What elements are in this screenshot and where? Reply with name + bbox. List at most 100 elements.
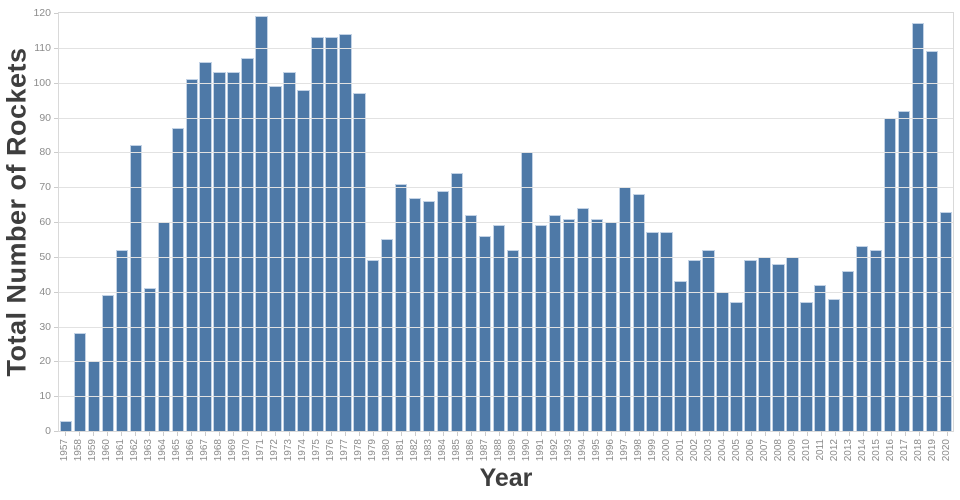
x-tick-label-1986: 1986	[465, 439, 476, 462]
y-tick-mark-110	[54, 47, 58, 49]
bar-1975	[311, 37, 324, 431]
x-tick-mark-1959	[93, 432, 94, 436]
x-tick-label-1968: 1968	[213, 439, 224, 462]
x-tick-label-2020: 2020	[941, 439, 952, 462]
x-tick-cell-2010: 2010	[800, 432, 814, 469]
x-tick-mark-2017	[905, 432, 906, 436]
x-tick-cell-1959: 1959	[86, 432, 100, 469]
gridline-20	[59, 361, 953, 363]
x-tick-cell-1961: 1961	[114, 432, 128, 469]
y-tick-mark-100	[54, 82, 58, 84]
x-tick-cell-1990: 1990	[520, 432, 534, 469]
x-tick-cell-2005: 2005	[730, 432, 744, 469]
y-tick-label-90: 90	[39, 111, 51, 124]
x-tick-cell-1977: 1977	[338, 432, 352, 469]
x-tick-mark-1981	[401, 432, 402, 436]
x-tick-cell-1975: 1975	[310, 432, 324, 469]
x-tick-cell-1982: 1982	[408, 432, 422, 469]
x-tick-mark-1971	[261, 432, 262, 436]
x-tick-cell-2009: 2009	[786, 432, 800, 469]
x-tick-mark-1997	[625, 432, 626, 436]
bar-1995	[590, 218, 603, 431]
x-tick-cell-1987: 1987	[478, 432, 492, 469]
x-tick-label-2015: 2015	[871, 439, 882, 462]
x-tick-label-2017: 2017	[899, 439, 910, 462]
bar-2001	[674, 281, 687, 431]
x-tick-mark-1998	[639, 432, 640, 436]
x-tick-mark-2019	[933, 432, 934, 436]
x-tick-label-1985: 1985	[451, 439, 462, 462]
gridline-60	[59, 222, 953, 223]
gridline-100	[59, 82, 953, 84]
bar-2005	[730, 302, 743, 431]
x-tick-label-2000: 2000	[661, 439, 672, 462]
gridline-50	[59, 256, 953, 258]
x-tick-cell-2012: 2012	[828, 432, 842, 469]
x-tick-mark-1960	[107, 432, 108, 436]
bar-1967	[199, 61, 212, 431]
x-tick-label-1988: 1988	[493, 439, 504, 462]
x-tick-label-1969: 1969	[227, 439, 238, 462]
x-tick-mark-2009	[793, 432, 794, 436]
bar-2009	[786, 256, 799, 431]
x-tick-cell-1963: 1963	[142, 432, 156, 469]
x-tick-mark-1985	[457, 432, 458, 436]
x-tick-cell-1966: 1966	[184, 432, 198, 469]
x-tick-mark-2014	[863, 432, 864, 436]
x-tick-cell-1960: 1960	[100, 432, 114, 469]
bar-1983	[422, 201, 436, 431]
bar-1973	[283, 72, 296, 431]
y-tick-mark-120	[54, 13, 58, 14]
bar-2002	[688, 260, 701, 431]
x-tick-cell-1985: 1985	[450, 432, 464, 469]
y-tick-mark-30	[54, 326, 58, 328]
x-tick-label-2007: 2007	[759, 439, 770, 462]
x-tick-label-2014: 2014	[857, 439, 868, 462]
x-tick-label-1984: 1984	[437, 439, 448, 462]
x-tick-label-1999: 1999	[647, 439, 658, 462]
x-tick-cell-1965: 1965	[170, 432, 184, 469]
bar-1982	[409, 197, 422, 431]
x-tick-cell-2017: 2017	[898, 432, 912, 469]
x-tick-label-2001: 2001	[675, 439, 686, 462]
x-tick-label-2011: 2011	[815, 439, 826, 461]
bar-2011	[814, 284, 827, 431]
x-tick-cell-1991: 1991	[534, 432, 548, 469]
bar-1993	[562, 218, 576, 431]
x-tick-mark-1976	[331, 432, 332, 436]
x-tick-cell-2002: 2002	[688, 432, 702, 469]
bar-2017	[897, 110, 911, 431]
x-tick-cell-1974: 1974	[296, 432, 310, 469]
x-tick-label-2005: 2005	[731, 439, 742, 462]
x-tick-cell-2001: 2001	[674, 432, 688, 469]
bar-1985	[450, 173, 464, 431]
x-tick-label-2004: 2004	[717, 439, 728, 462]
x-tick-label-1980: 1980	[381, 439, 392, 462]
x-tick-label-2018: 2018	[913, 439, 924, 462]
x-tick-label-1973: 1973	[283, 439, 294, 462]
bar-1960	[101, 295, 115, 431]
x-tick-mark-1999	[653, 432, 654, 436]
x-tick-label-1977: 1977	[339, 439, 350, 462]
plot-area: 0 10 20 30 40 50 60 70 80 90 100 110 120	[33, 7, 954, 437]
gridline-70	[59, 187, 953, 189]
bar-1989	[506, 249, 520, 431]
x-tick-mark-1975	[317, 432, 318, 436]
y-tick-label-50: 50	[39, 250, 51, 263]
x-tick-cell-1986: 1986	[464, 432, 478, 469]
x-tick-mark-1983	[429, 432, 430, 436]
x-tick-label-1998: 1998	[633, 439, 644, 462]
x-tick-cell-1973: 1973	[282, 432, 296, 469]
x-tick-cell-1962: 1962	[128, 432, 142, 469]
x-axis-title: Year	[479, 464, 533, 492]
x-axis-tick-labels: 1957 1958 1959 1960 1961 1962 1963 1964 1965 1966…	[58, 432, 954, 469]
x-tick-mark-2006	[751, 432, 752, 436]
bar-1994	[576, 208, 590, 431]
x-tick-label-1975: 1975	[311, 439, 322, 462]
x-tick-label-2003: 2003	[703, 439, 714, 462]
y-tick-label-30: 30	[39, 320, 51, 333]
x-tick-label-1992: 1992	[549, 439, 560, 462]
gridline-110	[59, 47, 953, 49]
x-tick-label-1996: 1996	[605, 439, 616, 462]
